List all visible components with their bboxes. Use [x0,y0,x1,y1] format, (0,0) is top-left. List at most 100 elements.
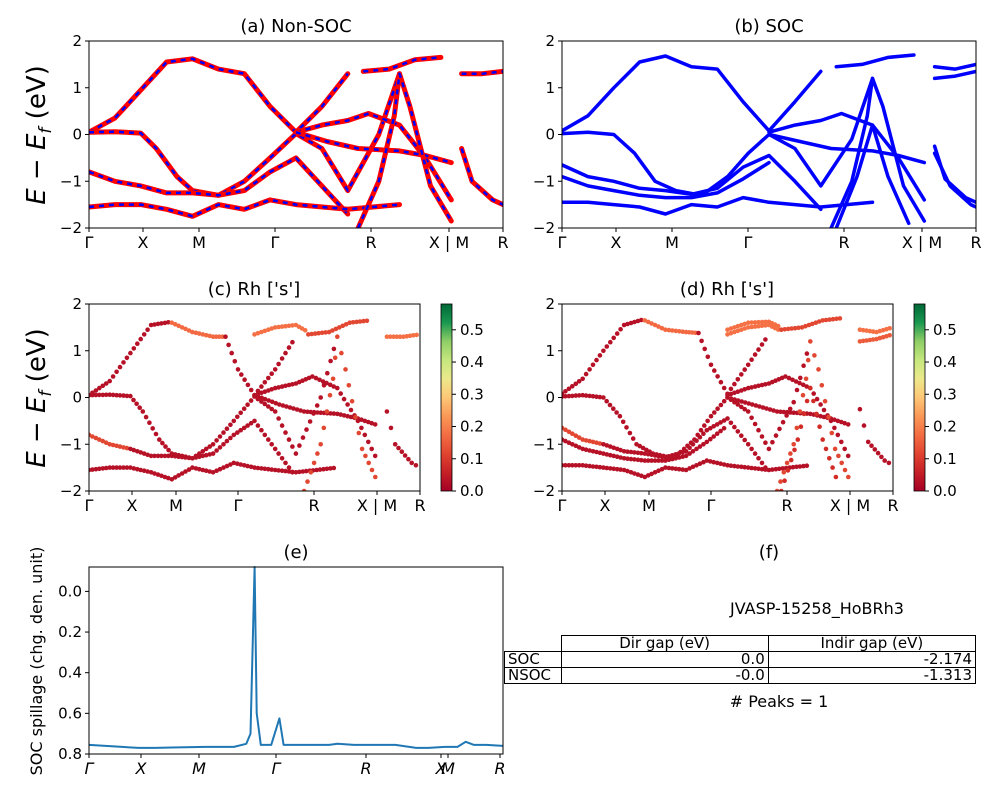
band-point [124,465,130,470]
band-point [670,466,675,471]
band-point [134,401,139,407]
band-point [732,397,737,402]
band-point [786,375,792,381]
band-point [804,351,810,356]
band-point [635,457,641,463]
band-point [259,395,264,401]
y-tick-label: 0 [72,389,82,407]
band-point [259,399,264,404]
band-point [784,409,790,415]
band-point [628,449,634,455]
band-point [861,423,867,428]
band-point [224,438,230,444]
band-point [803,376,809,382]
band-line [932,69,976,81]
band-point [325,370,330,376]
band-point [238,427,243,433]
band-point [753,403,759,408]
band-line [932,62,976,71]
band-point [711,424,716,429]
band-line-nsoc [89,71,402,198]
band-point [197,454,202,460]
band-point [604,443,610,448]
band-point [576,445,582,450]
band-point [819,383,825,388]
band-point [594,394,599,400]
band-point [800,382,806,388]
band-point [783,374,788,379]
band-point [335,385,340,391]
band-point [110,392,116,398]
band-point [835,432,841,438]
band-point [248,398,254,403]
band-point [608,466,613,471]
band-point [372,453,378,459]
band-point [787,406,793,412]
band-point [745,409,751,414]
band-point [814,396,820,402]
band-point [778,409,783,415]
band-point [789,326,794,331]
band-point [238,462,243,467]
band-point [148,322,154,328]
band-point [279,324,285,329]
band-point [842,467,848,473]
x-tick-label: Γ [558,496,567,515]
band-point [739,399,744,404]
band-point [649,471,654,477]
band-point [834,316,839,322]
y-tick-label: 0.0 [58,582,82,600]
band-point [735,398,741,403]
band-point [714,422,720,427]
band-point [718,402,724,408]
band-point [732,381,737,387]
band-point [311,409,317,415]
band-point [259,466,264,471]
band-point [642,458,648,463]
band-point [781,470,787,475]
y-tick-label: 0 [72,126,82,144]
y-tick-label: 2 [545,295,555,313]
cbar-tick-label: 0.0 [460,482,484,500]
band-point [359,446,365,452]
band-point [656,458,661,463]
band-point [138,467,143,473]
band-point [785,468,791,473]
band-point [735,402,741,407]
band-point [327,382,333,388]
band-point [357,319,363,324]
band-point [587,367,592,372]
cbar-tick-label: 0.2 [933,418,957,436]
band-point [670,453,675,458]
svg-text:E − Ef (eV): E − Ef (eV) [22,328,56,468]
band-point [148,453,154,459]
band-point [141,332,147,337]
band-point [618,327,623,332]
band-point [597,450,603,456]
band-point [242,377,247,383]
band-point [117,465,123,470]
x-tick-label: M [441,759,455,778]
band-point [800,392,806,398]
band-point [752,352,758,357]
x-tick-label: R [838,233,849,252]
band-point [794,464,799,470]
panel-f-title: (f) [759,542,779,563]
band-point [269,371,275,377]
band-point [845,453,851,459]
band-point [241,406,247,412]
band-point [652,453,658,458]
y-tick-label: −2 [533,219,555,237]
band-point [869,443,874,449]
band-point [235,430,240,435]
band-point [107,392,112,398]
band-point [790,464,796,470]
band-point [110,374,116,379]
header-indir-gap: Indir gap (eV) [767,635,977,652]
y-tick-label: 0 [545,126,555,144]
band-point [879,454,884,460]
band-point [217,445,223,450]
band-point [293,451,299,456]
band-line [767,111,927,202]
row-label-nsoc: NSOC [504,667,562,684]
